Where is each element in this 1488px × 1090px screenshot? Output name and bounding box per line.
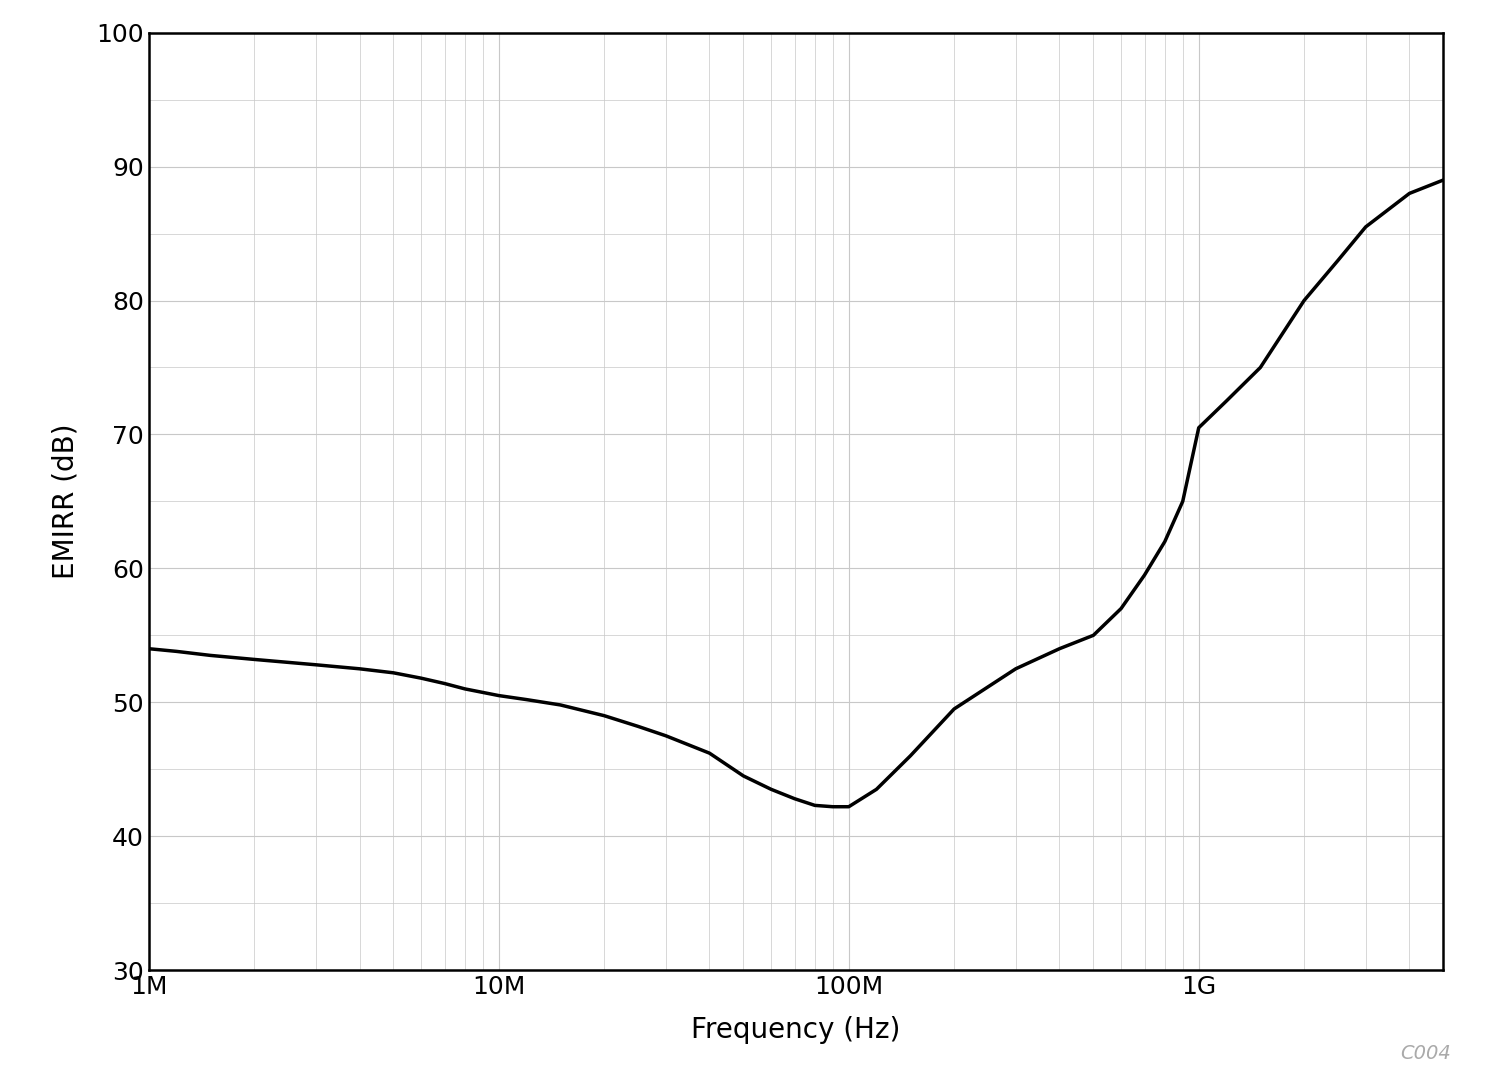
Y-axis label: EMIRR (dB): EMIRR (dB) <box>52 424 80 579</box>
Text: C004: C004 <box>1400 1044 1451 1063</box>
X-axis label: Frequency (Hz): Frequency (Hz) <box>692 1016 900 1043</box>
